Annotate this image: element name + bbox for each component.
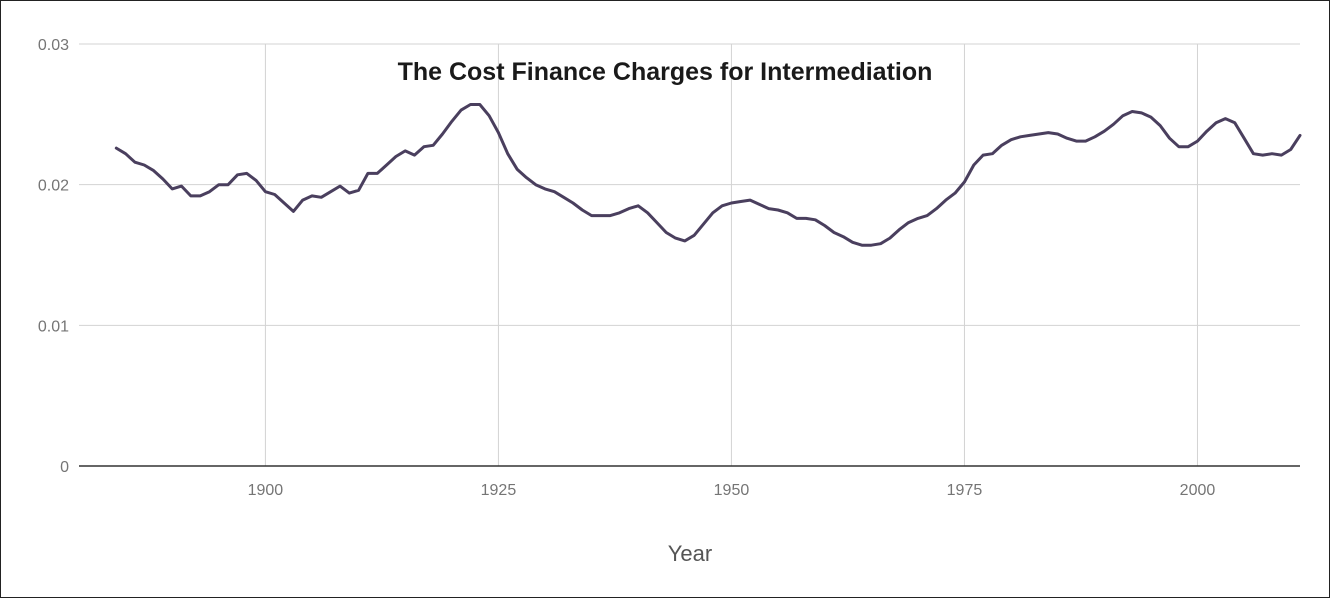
y-tick-label: 0 (60, 459, 69, 476)
x-tick-label: 2000 (1180, 482, 1216, 499)
y-tick-label: 0.01 (38, 318, 69, 335)
x-tick-label: 1950 (714, 482, 750, 499)
series-line (114, 103, 1302, 247)
x-tick-label: 1975 (947, 482, 983, 499)
x-tick-label: 1925 (481, 482, 517, 499)
series-layer (114, 103, 1302, 247)
x-axis-title: Year (668, 541, 712, 566)
x-tick-label: 1900 (248, 482, 284, 499)
gridlines (79, 43, 1300, 466)
chart-title: The Cost Finance Charges for Intermediat… (398, 58, 933, 86)
y-tick-label: 0.02 (38, 178, 69, 195)
tick-labels: 0 0.01 0.02 0.03 1900 1925 1950 1975 2000 (38, 37, 1216, 499)
y-tick-label: 0.03 (38, 37, 69, 54)
